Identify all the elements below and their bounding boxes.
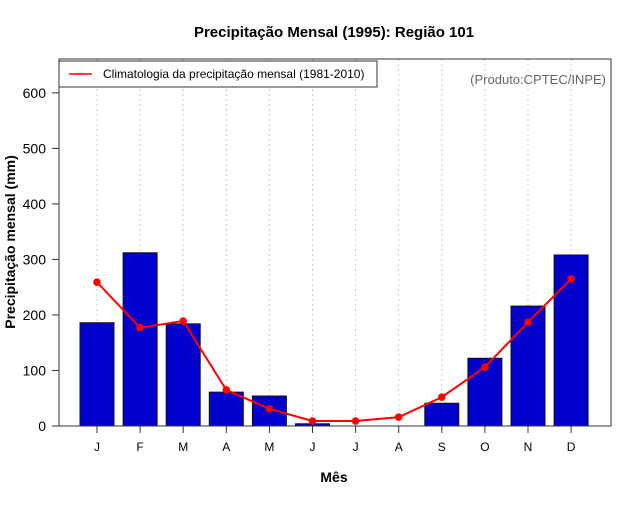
y-tick-label: 600 [23, 85, 47, 101]
legend-box [58, 60, 378, 88]
climatology-point-10 [524, 318, 532, 326]
x-tick-label: O [480, 440, 489, 454]
bar-1 [122, 252, 158, 427]
x-tick-label: A [395, 440, 403, 454]
x-tick-label: J [94, 440, 100, 454]
climatology-point-8 [438, 393, 446, 401]
x-tick-label: D [567, 440, 576, 454]
climatology-point-3 [222, 386, 231, 394]
x-axis-label: Mês [320, 469, 347, 485]
climatology-point-9 [481, 363, 489, 371]
y-axis-label: Precipitação mensal (mm) [2, 155, 18, 329]
bar-3 [208, 391, 244, 427]
y-tick-label: 300 [23, 251, 47, 267]
x-tick-label: M [264, 440, 274, 454]
chart-title: Precipitação Mensal (1995): Região 101 [194, 24, 474, 41]
x-tick-label: J [310, 440, 316, 454]
bar-8 [424, 402, 460, 427]
climatology-line [96, 278, 572, 423]
legend: Climatologia da precipitação mensal (198… [58, 60, 378, 88]
climatology-point-0 [93, 278, 101, 286]
x-tick-label: A [222, 440, 230, 454]
bar-10 [510, 305, 546, 427]
x-tick-label: N [524, 440, 533, 454]
climatology-point-1 [136, 323, 144, 332]
x-tick-label: S [438, 440, 446, 454]
climatology-point-7 [394, 413, 403, 421]
climatology-point-11 [567, 275, 575, 283]
climatology-point-2 [179, 317, 187, 325]
y-tick-label: 500 [23, 140, 47, 156]
climatology-point-4 [265, 404, 274, 413]
y-tick-label: 200 [23, 307, 47, 323]
source-annotation: (Produto:CPTEC/INPE) [470, 72, 606, 87]
plot-frame [58, 58, 612, 427]
y-tick-label: 400 [23, 196, 47, 212]
x-tick-label: M [178, 440, 188, 454]
x-tick-label: J [353, 440, 359, 454]
x-tick-label: F [136, 440, 143, 454]
y-tick-label: 0 [38, 418, 46, 434]
y-tick-label: 100 [23, 362, 47, 378]
climatology-point-5 [308, 417, 317, 425]
bar-0 [79, 322, 115, 427]
climatology-point-6 [351, 417, 360, 425]
bar-11 [553, 254, 589, 427]
legend-label: Climatologia da precipitação mensal (198… [103, 67, 364, 81]
